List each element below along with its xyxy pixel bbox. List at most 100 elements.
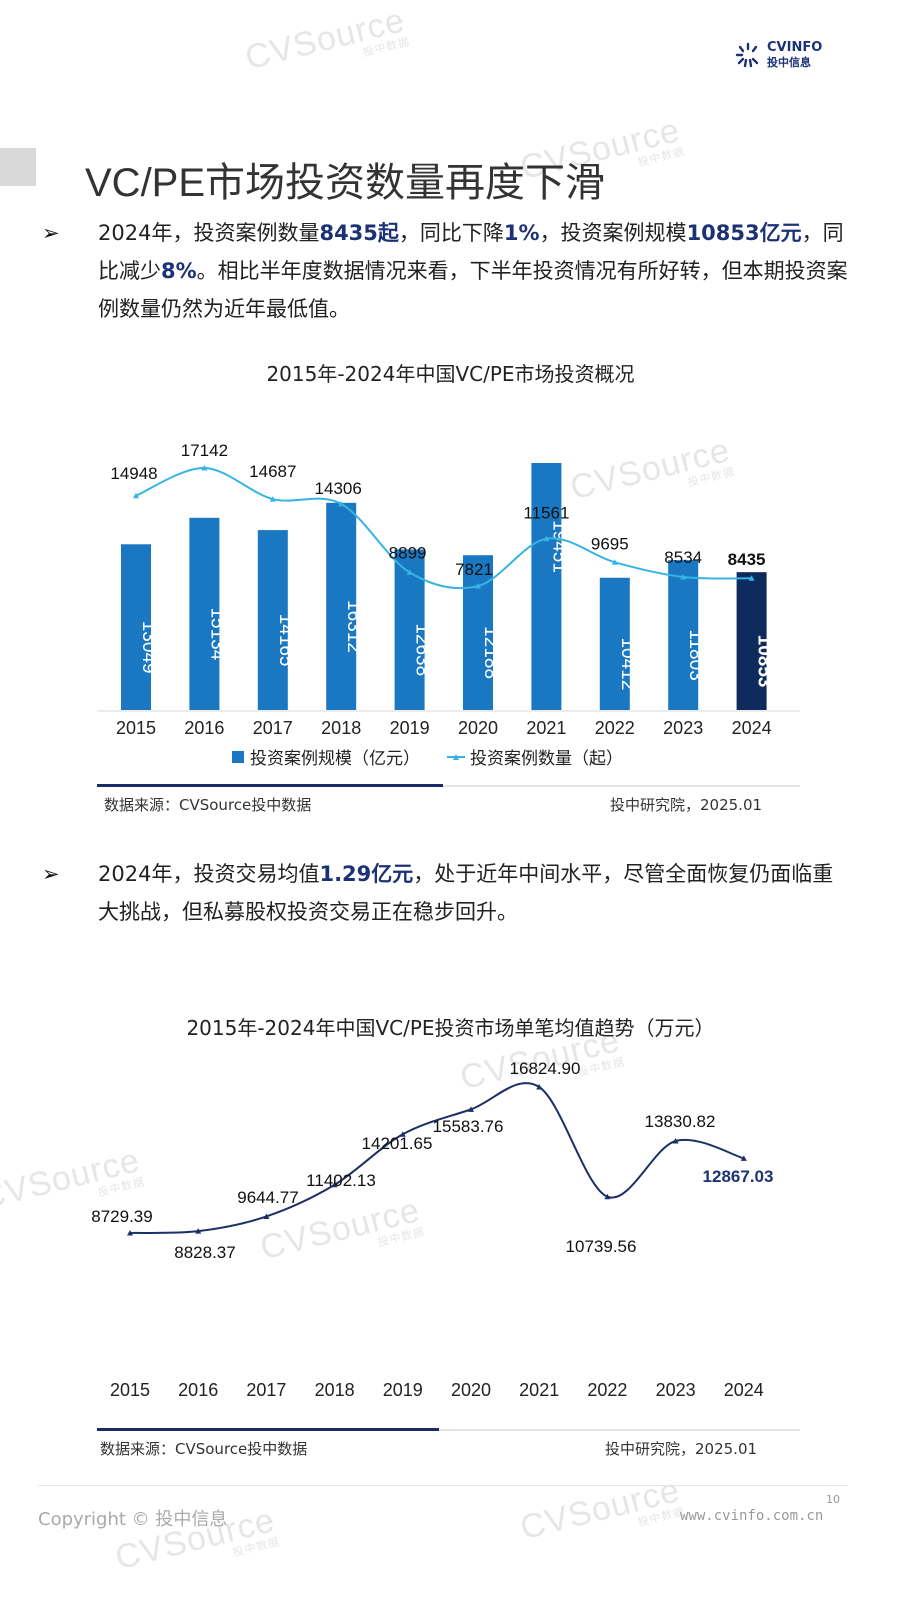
line-data-label: 8828.37	[174, 1243, 235, 1262]
line-marker	[338, 500, 345, 507]
arrow-bullet-icon: ➢	[42, 862, 60, 886]
line-data-label: 15583.76	[433, 1117, 504, 1136]
line-data-label: 9695	[591, 534, 629, 553]
line-marker	[748, 575, 755, 581]
line-data-label: 14201.65	[362, 1134, 433, 1153]
legend-bar-label: 投资案例规模（亿元）	[250, 749, 420, 768]
bar	[668, 560, 699, 710]
bar-data-label: 16312	[343, 600, 364, 653]
website-url: www.cvinfo.com.cn	[680, 1508, 824, 1524]
line-marker	[740, 1155, 747, 1161]
bar-data-label: 14165	[275, 614, 296, 667]
x-tick-label: 2020	[458, 718, 498, 738]
logo-text: CVINFO	[767, 40, 823, 55]
page-title: VC/PE市场投资数量再度下滑	[85, 161, 606, 205]
logo-subtext: 投中信息	[767, 56, 811, 69]
bar	[599, 577, 630, 710]
arrow-bullet-icon: ➢	[42, 221, 60, 245]
x-tick-label: 2016	[184, 718, 224, 738]
chart1-title: 2015年-2024年中国VC/PE市场投资概况	[266, 362, 635, 386]
bar-data-label: 12638	[412, 623, 433, 676]
bar	[257, 530, 288, 710]
line-marker	[133, 492, 139, 499]
line-data-label: 14948	[110, 464, 157, 483]
source-left: 数据来源：CVSource投中数据	[100, 1440, 308, 1458]
line-marker	[406, 569, 413, 575]
copyright: Copyright © 投中信息	[38, 1509, 228, 1530]
line-marker	[536, 1084, 543, 1090]
line-marker	[543, 535, 550, 542]
line-marker	[195, 1228, 202, 1234]
line-data-label: 7821	[455, 560, 493, 579]
footer-divider	[38, 1485, 848, 1486]
source-divider-accent	[97, 784, 443, 787]
line-data-label: 17142	[181, 441, 228, 460]
line-data-label: 13830.82	[645, 1112, 716, 1131]
source-right: 投中研究院，2025.01	[610, 796, 763, 814]
count-line	[135, 466, 752, 590]
line-data-label: 12867.03	[703, 1167, 774, 1186]
title-accent-block	[0, 148, 36, 186]
source-divider	[443, 785, 800, 787]
line-data-label: 8899	[389, 543, 427, 562]
line-marker	[263, 1213, 270, 1219]
average-line	[129, 1082, 745, 1234]
bar	[326, 502, 357, 710]
cvinfo-logo: CVINFO 投中信息	[735, 40, 822, 70]
x-tick-label: 2019	[383, 1380, 423, 1400]
source-right: 投中研究院，2025.01	[605, 1440, 758, 1458]
bar	[121, 544, 151, 710]
line-marker	[269, 496, 276, 502]
line-marker	[672, 1137, 679, 1144]
chart1: 13049 2015 15134 2016 14165 2017 16312 2018 1263…	[97, 441, 800, 768]
line-data-label: 8435	[728, 550, 766, 569]
bar-data-label: 15134	[206, 607, 227, 660]
line-marker	[611, 559, 618, 565]
source-divider-accent	[97, 1428, 439, 1431]
x-tick-label: 2018	[321, 718, 361, 738]
line-data-label: 8729.39	[91, 1207, 152, 1226]
paragraph-2: ➢ 2024年，投资交易均值1.29亿元，处于近年中间水平，尽管全面恢复仍面临重大…	[42, 855, 850, 931]
x-tick-label: 2023	[663, 718, 703, 738]
x-tick-label: 2021	[526, 718, 566, 738]
bar-data-label: 12188	[480, 626, 501, 679]
x-tick-label: 2022	[587, 1380, 627, 1400]
line-data-label: 10739.56	[566, 1237, 637, 1256]
bar	[189, 517, 220, 710]
bar-data-label: 13049	[138, 621, 159, 674]
line-data-label: 16824.90	[510, 1059, 581, 1078]
x-tick-label: 2024	[732, 718, 772, 738]
bar	[736, 572, 767, 710]
logo-burst-icon	[735, 42, 759, 68]
chart2-title: 2015年-2024年中国VC/PE投资市场单笔均值趋势（万元）	[186, 1016, 715, 1040]
legend-line-marker	[453, 754, 459, 760]
line-marker	[680, 573, 687, 580]
bar-data-label: 10853	[754, 635, 775, 688]
paragraph-1: ➢ 2024年，投资案例数量8435起，同比下降1%，投资案例规模10853亿元，…	[42, 214, 850, 328]
x-tick-label: 2023	[656, 1380, 696, 1400]
line-data-label: 8534	[664, 548, 702, 567]
bar-data-label: 10412	[617, 637, 638, 690]
line-data-label: 14687	[249, 462, 296, 481]
x-tick-label: 2024	[724, 1380, 764, 1400]
line-marker	[127, 1229, 133, 1236]
line-data-label: 11561	[523, 504, 569, 523]
x-tick-label: 2018	[315, 1380, 355, 1400]
x-tick-label: 2016	[178, 1380, 218, 1400]
x-tick-label: 2017	[246, 1380, 286, 1400]
page-number: 10	[826, 1493, 840, 1506]
chart2: 8729.39 2015 8828.37 2016 9644.77 2017 11402.1…	[91, 1059, 774, 1400]
x-tick-label: 2019	[390, 718, 430, 738]
source-divider	[439, 1429, 800, 1431]
legend-line-label: 投资案例数量（起）	[470, 749, 623, 768]
line-marker	[399, 1131, 406, 1137]
line-marker	[475, 583, 481, 589]
bar	[531, 462, 562, 710]
line-marker	[604, 1193, 611, 1200]
line-data-label: 14306	[315, 479, 362, 498]
x-tick-label: 2017	[253, 718, 293, 738]
x-tick-label: 2020	[451, 1380, 491, 1400]
x-tick-label: 2021	[519, 1380, 559, 1400]
line-data-label: 9644.77	[237, 1188, 298, 1207]
legend-bar-swatch	[232, 751, 244, 763]
